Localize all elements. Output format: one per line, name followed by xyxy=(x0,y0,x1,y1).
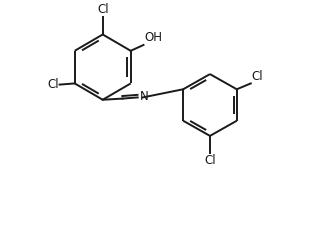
Text: Cl: Cl xyxy=(47,78,59,91)
Text: OH: OH xyxy=(144,31,162,44)
Text: Cl: Cl xyxy=(204,154,216,167)
Text: Cl: Cl xyxy=(97,3,109,16)
Text: Cl: Cl xyxy=(251,70,263,83)
Text: N: N xyxy=(139,90,148,103)
